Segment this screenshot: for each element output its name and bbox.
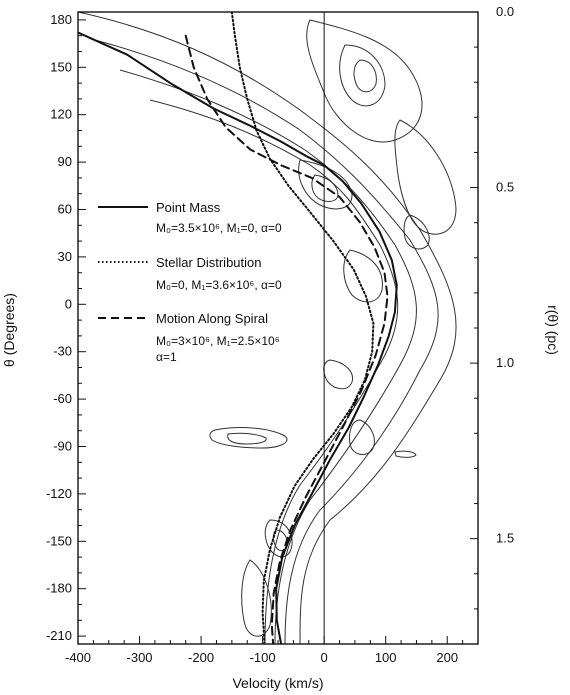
legend-label-point-mass: Point Mass — [156, 200, 221, 215]
y-left-tick-label: -90 — [53, 439, 72, 454]
x-tick-label: 0 — [321, 650, 328, 665]
left-y-axis-title: θ (Degrees) — [1, 293, 17, 367]
y-right-tick-label: 1.0 — [496, 355, 514, 370]
series-line-motion-along-spiral — [184, 34, 389, 644]
y-left-tick-label: -120 — [46, 486, 72, 501]
series-line-stellar-distribution — [230, 12, 375, 644]
right-y-axis-title: r(θ) (pc) — [545, 305, 561, 355]
x-axis-ticks: -400 -300 -200 -100 0 100 200 — [65, 636, 479, 665]
x-axis-title: Velocity (km/s) — [232, 675, 323, 691]
y-left-tick-label: 90 — [58, 154, 72, 169]
y-right-tick-label: 1.5 — [496, 531, 514, 546]
model-curves — [78, 12, 398, 644]
legend-label-stellar-distribution: Stellar Distribution — [156, 255, 262, 270]
velocity-contour-map — [78, 12, 457, 644]
x-tick-label: -300 — [127, 650, 153, 665]
y-right-tick-label: 0.5 — [496, 180, 514, 195]
series-line-point-mass — [78, 31, 398, 644]
legend-params-stellar-distribution: M₀=0, M₁=3.6×10⁶, α=0 — [156, 278, 282, 292]
y-left-tick-label: -30 — [53, 344, 72, 359]
legend: Point Mass M₀=3.5×10⁶, M₁=0, α=0 Stellar… — [98, 200, 282, 364]
y-left-tick-label: 60 — [58, 202, 72, 217]
y-left-tick-label: 30 — [58, 249, 72, 264]
y-left-tick-label: 0 — [65, 296, 72, 311]
right-y-axis-ticks: 0.0 0.5 1.0 1.5 — [470, 4, 514, 610]
x-tick-label: -400 — [65, 650, 91, 665]
x-tick-label: -100 — [250, 650, 276, 665]
x-tick-label: 200 — [436, 650, 458, 665]
x-tick-label: 100 — [375, 650, 397, 665]
y-left-tick-label: -180 — [46, 581, 72, 596]
legend-params-point-mass: M₀=3.5×10⁶, M₁=0, α=0 — [156, 221, 282, 235]
left-y-axis-ticks: 180 150 120 90 60 30 0 -30 -60 -90 -120 -150 -180 -21… — [46, 12, 86, 643]
y-left-tick-label: -60 — [53, 391, 72, 406]
legend-label-motion-along-spiral: Motion Along Spiral — [156, 311, 268, 326]
y-left-tick-label: 150 — [50, 59, 72, 74]
y-left-tick-label: -210 — [46, 628, 72, 643]
legend-params2-motion-along-spiral: α=1 — [156, 350, 177, 364]
y-left-tick-label: -150 — [46, 533, 72, 548]
y-right-tick-label: 0.0 — [496, 4, 514, 19]
y-left-tick-label: 120 — [50, 107, 72, 122]
legend-params-motion-along-spiral: M₀=3×10⁶, M₁=2.5×10⁶ — [156, 334, 280, 348]
y-left-tick-label: 180 — [50, 12, 72, 27]
x-tick-label: -200 — [188, 650, 214, 665]
